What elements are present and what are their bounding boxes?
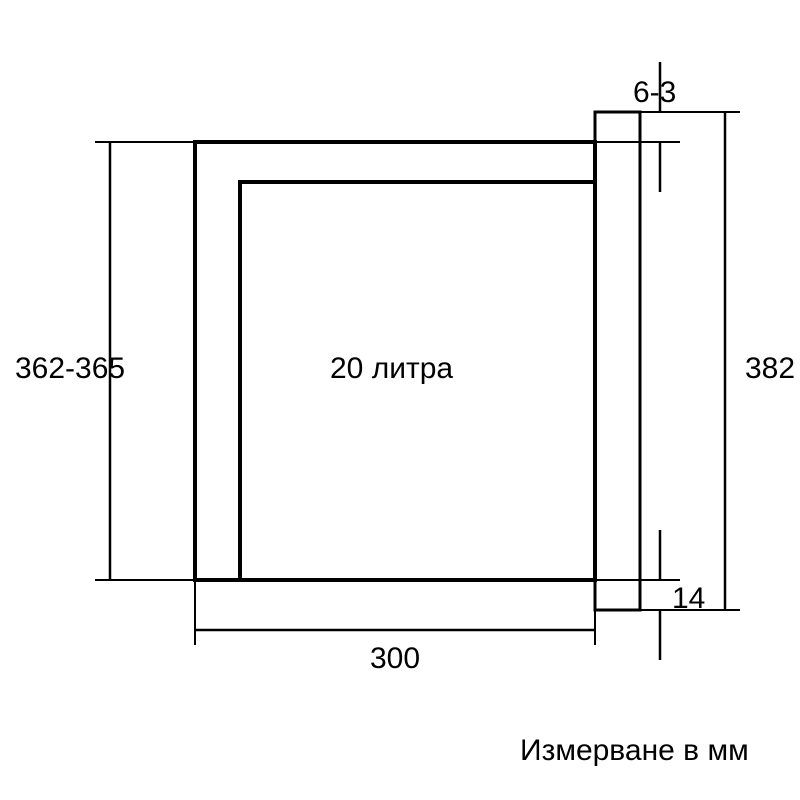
capacity-label: 20 литра (330, 352, 453, 385)
dim-right-height-label: 382 (745, 352, 795, 385)
dim-width-label: 300 (370, 642, 420, 675)
technical-drawing: 362-365 382 6-3 14 300 20 литра Измерван… (0, 0, 800, 800)
dim-left-height-label: 362-365 (15, 352, 125, 385)
dim-bottom-gap-label: 14 (672, 582, 705, 615)
dim-top-gap-label: 6-3 (633, 76, 676, 109)
front-panel (595, 112, 640, 610)
units-footer: Измерване в мм (520, 734, 749, 767)
